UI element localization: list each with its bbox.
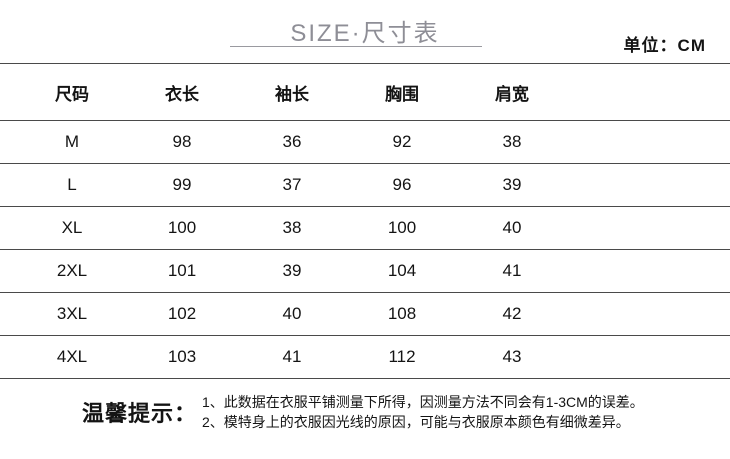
- value-cell: 92: [392, 132, 412, 151]
- value-cell: 101: [167, 261, 197, 280]
- page-title: SIZE·尺寸表: [290, 20, 440, 47]
- table-row: 4XL 103 41 112 43: [0, 336, 730, 379]
- value-cell: 112: [388, 347, 416, 366]
- value-cell: 41: [502, 261, 522, 280]
- value-cell: 99: [172, 175, 192, 194]
- column-header-sleeve: 袖长: [275, 84, 309, 104]
- value-cell: 39: [502, 175, 522, 194]
- table-row: 3XL 102 40 108 42: [0, 293, 730, 336]
- value-cell: 38: [282, 218, 302, 237]
- tip-item: 2、模特身上的衣服因光线的原因，可能与衣服原本颜色有细微差异。: [202, 414, 630, 430]
- value-cell: 38: [502, 132, 522, 151]
- title-underline: [230, 46, 482, 47]
- value-cell: 103: [167, 347, 197, 366]
- value-cell: 42: [502, 304, 522, 323]
- value-cell: 36: [282, 132, 302, 151]
- value-cell: 37: [282, 175, 302, 194]
- column-header-bust: 胸围: [385, 84, 419, 104]
- value-cell: 98: [172, 132, 192, 151]
- value-cell: 40: [502, 218, 522, 237]
- table-row: M 98 36 92 38: [0, 121, 730, 164]
- column-header-shoulder: 肩宽: [495, 84, 529, 104]
- value-cell: 104: [387, 261, 417, 280]
- value-cell: 40: [282, 304, 302, 323]
- value-cell: 41: [282, 347, 302, 366]
- value-cell: 100: [387, 218, 417, 237]
- column-header-size: 尺码: [55, 84, 89, 104]
- value-cell: 43: [502, 347, 522, 366]
- value-cell: 102: [167, 304, 197, 323]
- size-cell: 4XL: [56, 347, 88, 366]
- column-header-length: 衣长: [165, 84, 199, 104]
- value-cell: 96: [392, 175, 412, 194]
- value-cell: 100: [167, 218, 197, 237]
- value-cell: 39: [282, 261, 302, 280]
- tips-list: 1、此数据在衣服平铺测量下所得，因测量方法不同会有1-3CM的误差。 2、模特身…: [202, 392, 644, 432]
- size-cell: 2XL: [56, 261, 88, 280]
- size-table: 尺码 衣长 袖长 胸围 肩宽 M 98 36 92 38 L 99 37 96 …: [0, 63, 730, 379]
- table-row: L 99 37 96 39: [0, 164, 730, 207]
- tip-item: 1、此数据在衣服平铺测量下所得，因测量方法不同会有1-3CM的误差。: [202, 394, 644, 410]
- table-row: 2XL 101 39 104 41: [0, 250, 730, 293]
- size-cell: XL: [61, 218, 83, 237]
- table-row: XL 100 38 100 40: [0, 207, 730, 250]
- value-cell: 108: [387, 304, 417, 323]
- size-cell: M: [64, 132, 80, 151]
- size-cell: L: [67, 175, 77, 194]
- unit-label: 单位：CM: [623, 36, 706, 55]
- tips-label: 温馨提示：: [82, 401, 198, 426]
- size-cell: 3XL: [56, 304, 88, 323]
- table-header-row: 尺码 衣长 袖长 胸围 肩宽: [0, 64, 730, 121]
- warm-tips-section: 温馨提示： 1、此数据在衣服平铺测量下所得，因测量方法不同会有1-3CM的误差。…: [82, 392, 644, 432]
